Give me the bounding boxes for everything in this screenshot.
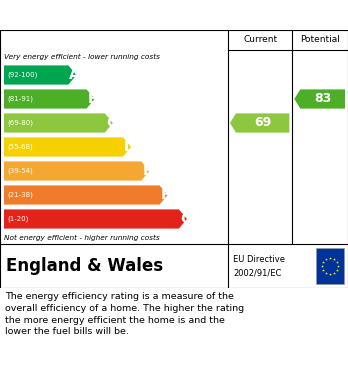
Text: A: A [69, 68, 80, 82]
Text: (1-20): (1-20) [7, 216, 29, 222]
Polygon shape [4, 90, 95, 109]
Text: C: C [106, 116, 116, 130]
Text: (21-38): (21-38) [7, 192, 33, 198]
Text: England & Wales: England & Wales [6, 257, 163, 275]
Text: EU Directive: EU Directive [233, 255, 285, 264]
Text: Not energy efficient - higher running costs: Not energy efficient - higher running co… [4, 235, 160, 240]
Polygon shape [294, 90, 345, 109]
Text: 83: 83 [314, 93, 331, 106]
Text: G: G [180, 212, 191, 226]
Text: The energy efficiency rating is a measure of the
overall efficiency of a home. T: The energy efficiency rating is a measur… [5, 292, 244, 336]
Text: 2002/91/EC: 2002/91/EC [233, 268, 281, 277]
Bar [316, 248, 344, 283]
Text: 69: 69 [254, 117, 271, 129]
Polygon shape [4, 65, 76, 84]
Text: (69-80): (69-80) [7, 120, 33, 126]
Polygon shape [4, 161, 149, 181]
Text: B: B [88, 92, 98, 106]
Polygon shape [230, 113, 289, 133]
Text: Energy Efficiency Rating: Energy Efficiency Rating [10, 7, 232, 23]
Text: Very energy efficient - lower running costs: Very energy efficient - lower running co… [4, 54, 160, 59]
Polygon shape [4, 185, 167, 204]
Text: Potential: Potential [300, 36, 340, 45]
Polygon shape [4, 113, 113, 133]
Text: (81-91): (81-91) [7, 96, 33, 102]
Text: (55-68): (55-68) [7, 144, 33, 150]
Text: Current: Current [243, 36, 277, 45]
Polygon shape [4, 210, 187, 229]
Polygon shape [4, 137, 131, 157]
Text: (39-54): (39-54) [7, 168, 33, 174]
Text: F: F [160, 188, 170, 202]
Text: (92-100): (92-100) [7, 72, 37, 78]
Text: D: D [124, 140, 136, 154]
Text: E: E [142, 164, 152, 178]
